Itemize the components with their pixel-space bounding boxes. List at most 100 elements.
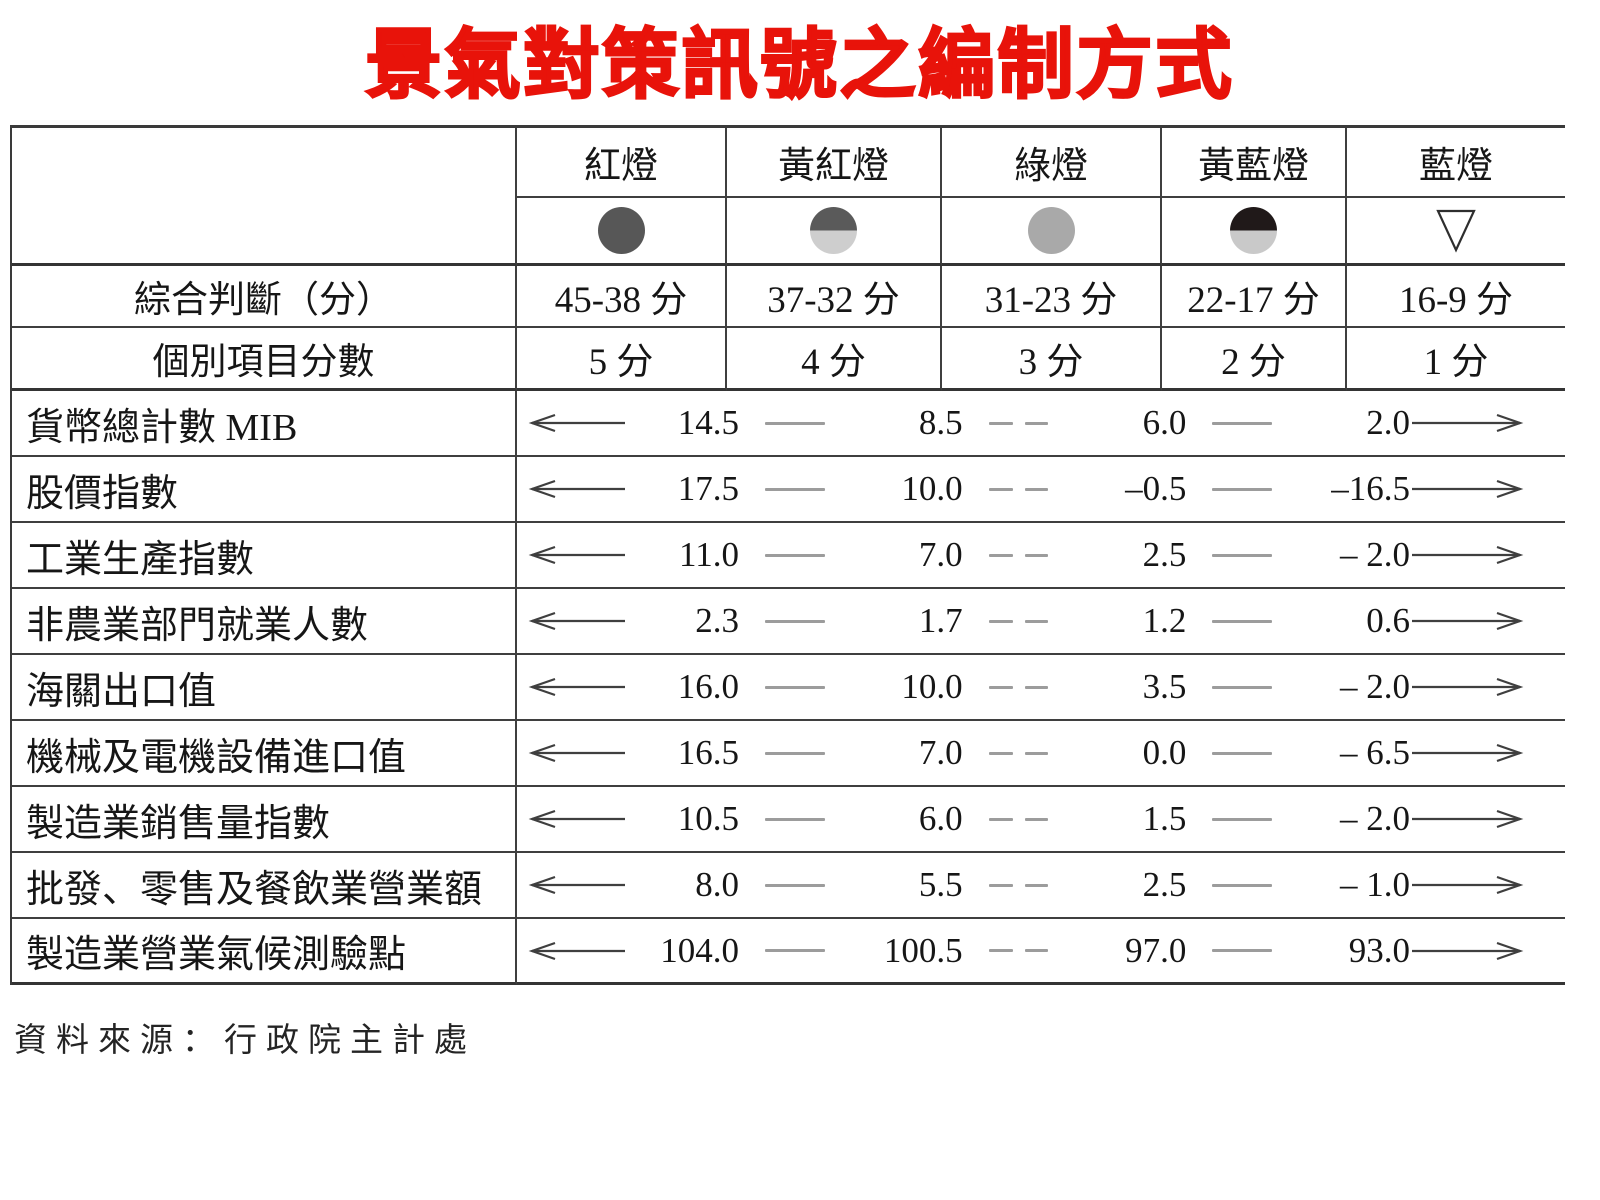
dash-line <box>988 421 1013 425</box>
dash-line <box>1024 817 1049 821</box>
indicator-label: 非農業部門就業人數 <box>12 589 517 656</box>
light-header-label: 黃紅燈 <box>727 128 942 199</box>
right-arrow-icon <box>1412 810 1524 829</box>
composite-score-range: 31-23 分 <box>942 266 1162 329</box>
item-score-value: 2 分 <box>1162 328 1347 392</box>
indicator-thresholds-row: 2.3 1.7 1.2 0.6 <box>517 589 1565 656</box>
right-arrow-icon <box>1412 546 1524 565</box>
left-arrow-icon <box>528 810 625 829</box>
threshold-value: 6.0 <box>1142 403 1187 443</box>
separator-dash <box>739 619 851 623</box>
separator-dash <box>739 817 851 821</box>
right-arrow-icon <box>1412 678 1524 697</box>
right-arrow-icon <box>1412 414 1524 433</box>
right-arrow-icon <box>1412 480 1524 499</box>
threshold-value: 10.5 <box>677 799 739 839</box>
threshold-value: 2.5 <box>1142 535 1187 575</box>
separator-dash <box>963 685 1075 689</box>
indicator-label: 批發、零售及餐飲業營業額 <box>12 853 517 920</box>
threshold-value: 10.0 <box>901 469 963 509</box>
left-arrow-icon <box>528 612 625 631</box>
right-arrow-icon <box>1412 941 1524 960</box>
dash-line <box>1212 751 1273 755</box>
threshold-value: 0.0 <box>1142 733 1187 773</box>
dash-line <box>1212 553 1273 557</box>
light-icon-cell <box>942 198 1162 267</box>
item-score-value: 3 分 <box>942 328 1162 392</box>
threshold-value: 14.5 <box>677 403 739 443</box>
separator-dash <box>963 817 1075 821</box>
separator-dash <box>739 883 851 887</box>
indicator-label: 貨幣總計數 MIB <box>12 391 517 458</box>
threshold-value: 2.3 <box>695 601 739 641</box>
light-icon-cell <box>1162 198 1347 267</box>
threshold-value: 7.0 <box>918 535 963 575</box>
threshold-value: 7.0 <box>918 733 963 773</box>
threshold-value: 16.0 <box>677 667 739 707</box>
dash-line <box>1212 883 1273 887</box>
threshold-value: 8.0 <box>695 865 739 905</box>
right-arrow-icon <box>1412 744 1524 763</box>
indicator-thresholds-row: 16.0 10.0 3.5 – 2.0 <box>517 655 1565 722</box>
dash-line <box>988 949 1013 953</box>
row-label-composite: 綜合判斷（分） <box>12 266 517 329</box>
separator-dash <box>1186 751 1298 755</box>
threshold-value: 1.5 <box>1142 799 1187 839</box>
dash-line <box>988 685 1013 689</box>
threshold-value: – 2.0 <box>1340 799 1411 839</box>
threshold-value: – 2.0 <box>1340 535 1411 575</box>
separator-dash <box>963 553 1075 557</box>
left-arrow-icon <box>528 414 625 433</box>
light-header-label: 紅燈 <box>517 128 727 199</box>
threshold-value: 104.0 <box>660 930 739 970</box>
indicator-label: 海關出口值 <box>12 655 517 722</box>
separator-dash <box>739 487 851 491</box>
indicator-thresholds-row: 16.5 7.0 0.0 – 6.5 <box>517 721 1565 788</box>
threshold-value: 2.5 <box>1142 865 1187 905</box>
dash-line <box>1024 751 1049 755</box>
light-icon-cell <box>727 198 942 267</box>
dash-line <box>988 883 1013 887</box>
separator-dash <box>1186 421 1298 425</box>
threshold-value: 1.7 <box>918 601 963 641</box>
item-score-value: 4 分 <box>727 328 942 392</box>
left-arrow-icon <box>528 876 625 895</box>
threshold-value: 17.5 <box>677 469 739 509</box>
threshold-value: 10.0 <box>901 667 963 707</box>
separator-dash <box>739 751 851 755</box>
dash-line <box>1024 421 1049 425</box>
dash-line <box>988 751 1013 755</box>
left-arrow-icon <box>528 480 625 499</box>
separator-dash <box>1186 619 1298 623</box>
threshold-value: –16.5 <box>1331 469 1411 509</box>
left-arrow-icon <box>528 744 625 763</box>
indicator-label: 機械及電機設備進口值 <box>12 721 517 788</box>
separator-dash <box>963 619 1075 623</box>
separator-dash <box>1186 487 1298 491</box>
threshold-value: 16.5 <box>677 733 739 773</box>
corner-cell <box>12 128 517 267</box>
left-arrow-icon <box>528 678 625 697</box>
composite-score-range: 37-32 分 <box>727 266 942 329</box>
dash-line <box>765 487 825 491</box>
threshold-value: – 6.5 <box>1340 733 1411 773</box>
light-header-label: 綠燈 <box>942 128 1162 199</box>
yellow-blue-light-icon <box>1230 207 1277 255</box>
item-score-value: 1 分 <box>1347 328 1565 392</box>
threshold-value: 8.5 <box>918 403 963 443</box>
threshold-value: – 2.0 <box>1340 667 1411 707</box>
dash-line <box>1212 421 1273 425</box>
indicator-thresholds-row: 104.0 100.5 97.0 93.0 <box>517 919 1565 986</box>
separator-dash <box>963 421 1075 425</box>
row-label-individual: 個別項目分數 <box>12 328 517 392</box>
dash-line <box>765 883 825 887</box>
dash-line <box>1024 487 1049 491</box>
indicator-thresholds-row: 17.5 10.0 –0.5 –16.5 <box>517 457 1565 524</box>
green-light-icon <box>1027 207 1075 255</box>
dash-line <box>765 817 825 821</box>
dash-line <box>1024 883 1049 887</box>
threshold-value: – 1.0 <box>1340 865 1411 905</box>
dash-line <box>765 553 825 557</box>
page-title: 景氣對策訊號之編制方式 <box>364 22 1235 110</box>
